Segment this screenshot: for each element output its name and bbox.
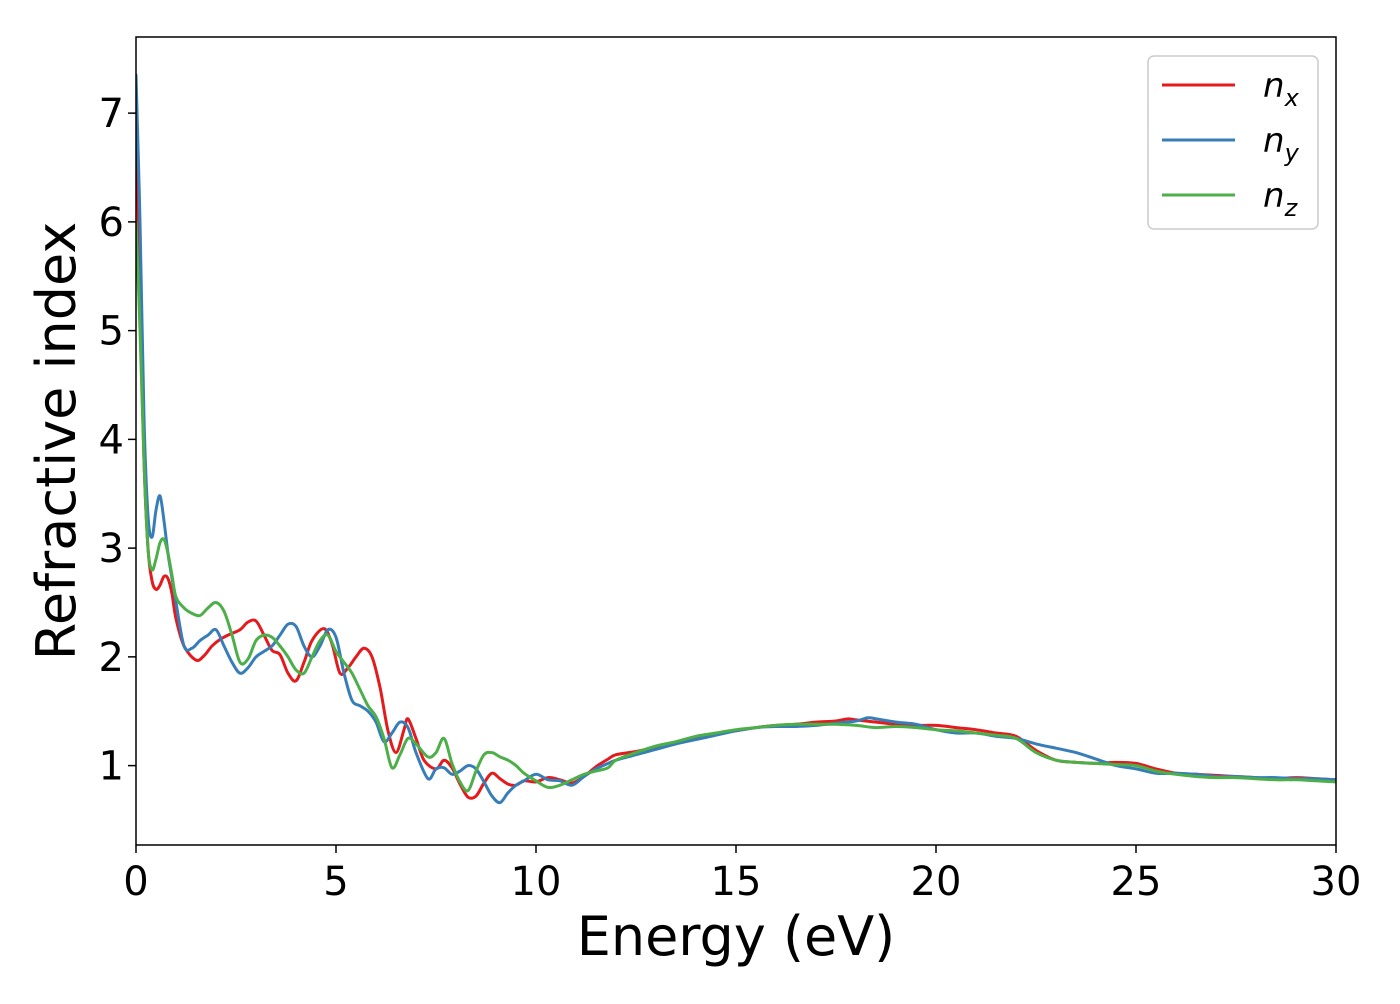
legend-label: nx bbox=[1263, 66, 1300, 112]
x-tick-label: 25 bbox=[1111, 859, 1162, 905]
legend-subscript: x bbox=[1284, 84, 1300, 112]
x-tick-label: 5 bbox=[323, 859, 348, 905]
legend-symbol: n bbox=[1263, 66, 1285, 106]
x-tick-label: 15 bbox=[711, 859, 762, 905]
x-tick-label: 20 bbox=[911, 859, 962, 905]
series-layer bbox=[136, 73, 1336, 805]
x-tick-label: 10 bbox=[511, 859, 562, 905]
legend-symbol: n bbox=[1263, 121, 1285, 161]
legend-subscript: z bbox=[1284, 194, 1299, 222]
y-tick-label: 2 bbox=[99, 635, 124, 681]
ticks-layer: 0 5 10 15 20 25 30 1 2 3 4 5 6 7 bbox=[99, 91, 1362, 905]
y-tick-label: 3 bbox=[99, 526, 124, 572]
x-axis-label: Energy (eV) bbox=[577, 905, 896, 968]
x-tick-label: 0 bbox=[123, 859, 148, 905]
series-line-n-z bbox=[136, 220, 1336, 793]
y-tick-label: 7 bbox=[99, 91, 124, 137]
y-tick-label: 6 bbox=[99, 200, 124, 246]
y-tick-label: 5 bbox=[99, 309, 124, 355]
legend-box bbox=[1147, 55, 1319, 230]
y-axis-label: Refractive index bbox=[25, 222, 88, 661]
x-tick-label: 30 bbox=[1311, 859, 1362, 905]
y-tick-label: 1 bbox=[99, 744, 124, 790]
y-tick-label: 4 bbox=[99, 417, 124, 463]
legend-label: ny bbox=[1263, 121, 1300, 167]
legend-label: nz bbox=[1263, 176, 1299, 222]
legend-subscript: y bbox=[1284, 139, 1300, 167]
legend-symbol: n bbox=[1263, 176, 1285, 216]
